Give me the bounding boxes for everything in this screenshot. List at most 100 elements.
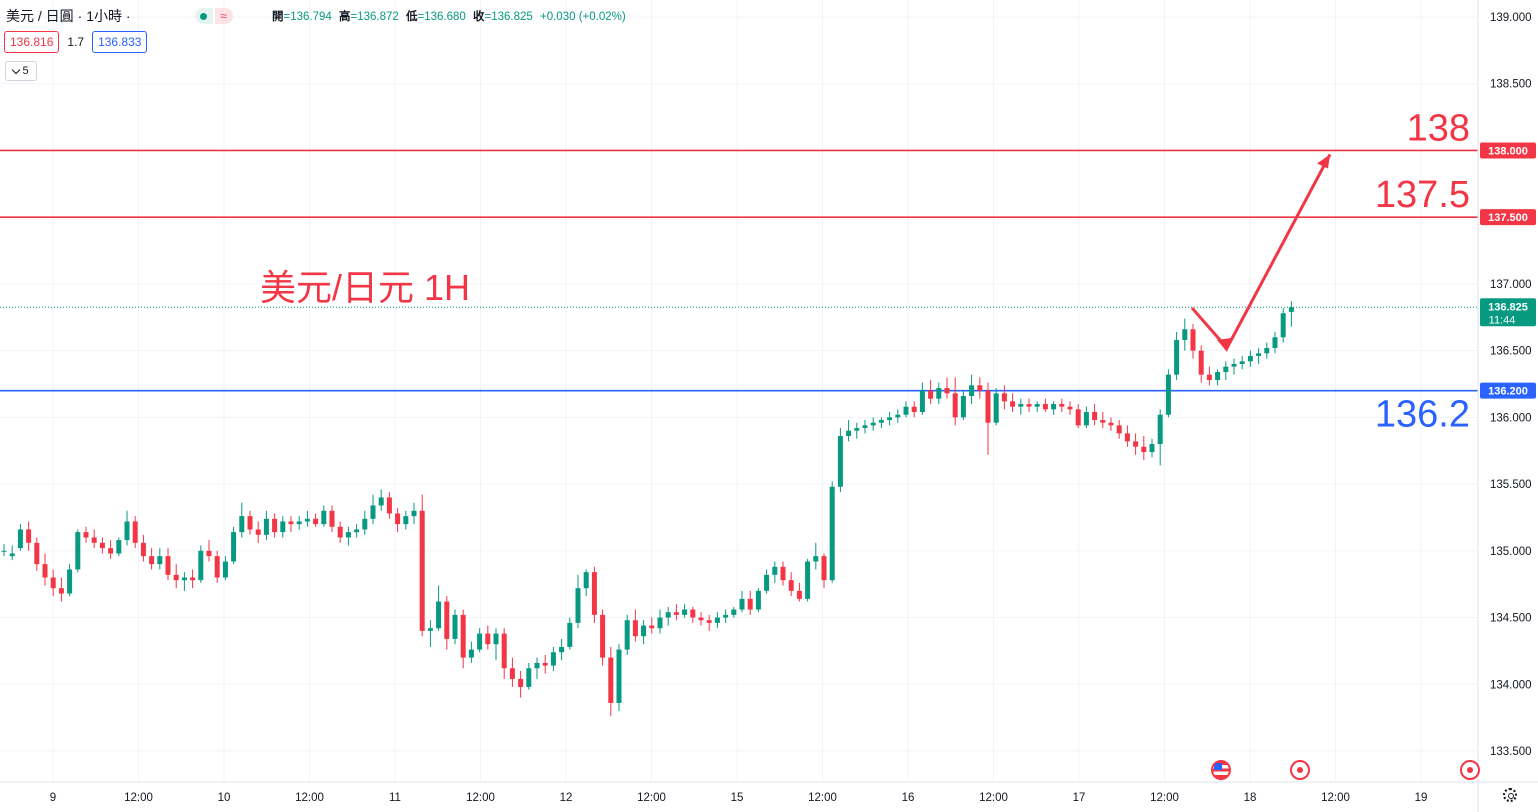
candle-body [805, 561, 811, 599]
candle-body [1026, 404, 1032, 407]
price-tick-label: 135.500 [1490, 479, 1532, 491]
candle-body [591, 572, 597, 615]
time-tick-label: 10 [218, 792, 231, 804]
candle-body [993, 393, 999, 423]
candle-body [329, 510, 335, 527]
candle-body [813, 556, 819, 562]
candle-body [936, 388, 942, 399]
candle-body [641, 625, 647, 637]
indicators-toggle-button[interactable]: 5 [5, 61, 37, 81]
candle-body [583, 572, 589, 589]
candle-body [1083, 412, 1089, 426]
candle-body [1100, 420, 1106, 423]
candle-body [878, 420, 884, 423]
arrow-head-icon [1317, 154, 1330, 169]
interval-label[interactable]: · 1小時 · [77, 8, 131, 24]
candle-body [928, 390, 934, 399]
chart-annotations[interactable]: 138 137.5 136.2 美元/日元 1H [260, 107, 1470, 435]
arrow-head-icon [1217, 337, 1231, 352]
low-value: =136.680 [417, 11, 466, 23]
candle-body [706, 620, 712, 623]
economic-event-icon[interactable] [1460, 760, 1480, 780]
candle-body [657, 617, 663, 629]
time-tick-label: 11 [389, 792, 401, 804]
candle-body [222, 561, 228, 578]
price-tick-label: 137.000 [1490, 279, 1532, 291]
candle-body [739, 598, 745, 610]
candle-body [788, 580, 794, 591]
candle-body [1042, 404, 1048, 410]
candle-body [140, 542, 146, 557]
low-label: 低 [406, 11, 418, 23]
symbol-header[interactable]: 美元 / 日圓 · 1小時 · ≈ [6, 6, 233, 26]
candle-body [1075, 409, 1081, 426]
candle-body [632, 620, 638, 637]
time-tick-label: 17 [1073, 792, 1086, 804]
economic-event-icon[interactable] [1290, 760, 1310, 780]
horizontal-levels[interactable] [0, 149, 1478, 392]
sell-price-button[interactable]: 136.816 [4, 31, 60, 53]
candle-body [296, 521, 302, 525]
candle-body [288, 521, 294, 525]
level-annotation[interactable]: 136.2 [1375, 394, 1470, 436]
market-status[interactable]: ≈ [194, 8, 233, 24]
candle-body [829, 486, 835, 581]
forecast-path[interactable] [1190, 153, 1332, 351]
candle-body [919, 390, 925, 413]
candle-body [960, 396, 966, 418]
candle-body [526, 668, 532, 687]
candle-body [952, 393, 958, 418]
candle-body [1001, 393, 1007, 402]
candle-body [263, 518, 269, 535]
candle-body [542, 662, 548, 666]
chart-title-annotation[interactable]: 美元/日元 1H [260, 267, 470, 308]
price-tick-label: 134.500 [1490, 613, 1532, 625]
gear-icon[interactable] [1503, 788, 1517, 802]
candle-body [608, 657, 614, 703]
candle-body [1149, 444, 1155, 453]
candle-body [723, 614, 729, 618]
candle-body [1116, 425, 1122, 434]
candle-body [190, 577, 196, 581]
symbol-name[interactable]: 美元 / 日圓 [6, 8, 74, 24]
candle-body [181, 577, 187, 581]
high-value: =136.872 [350, 11, 399, 23]
level-annotation[interactable]: 137.5 [1375, 174, 1470, 216]
candle-body [165, 556, 171, 575]
forecast-arrow[interactable] [1190, 153, 1332, 352]
candle-body [534, 662, 540, 669]
candle-body [280, 521, 286, 533]
time-tick-label: 12:00 [979, 792, 1008, 804]
candle-body [149, 556, 155, 565]
price-axis[interactable]: 139.000 138.500 138.000 137.500 137.000 136.5… [1477, 0, 1536, 812]
candle-body [501, 633, 507, 669]
candle-body [1018, 404, 1024, 407]
candle-body [1288, 307, 1294, 312]
candle-body [714, 617, 720, 623]
price-tick-label: 138.500 [1490, 79, 1532, 91]
candle-body [436, 601, 442, 629]
time-tick-label: 12:00 [466, 792, 495, 804]
candle-body [34, 542, 40, 565]
candle-body [780, 566, 786, 581]
buy-price-button[interactable]: 136.833 [92, 31, 148, 53]
price-tick-label: 134.000 [1490, 679, 1532, 691]
candle-body [452, 614, 458, 639]
candle-body [1280, 313, 1286, 338]
candle-body [354, 529, 360, 533]
candle-body [468, 649, 474, 658]
candle-body [944, 388, 950, 394]
candle-body [255, 529, 261, 535]
price-tick-label: 135.000 [1490, 546, 1532, 558]
candle-body [411, 510, 417, 517]
time-axis[interactable]: 9 12:00 10 12:00 11 12:00 12 12:00 15 12:00 16 12:0… [0, 781, 1538, 804]
candle-body [1010, 401, 1016, 407]
us-flag-event-icon[interactable] [1211, 760, 1231, 780]
candle-body [403, 516, 409, 525]
candle-body [887, 417, 893, 421]
candle-body [337, 526, 343, 538]
level-annotation[interactable]: 138 [1407, 107, 1470, 149]
candle-body [895, 414, 901, 418]
candle-body [755, 590, 761, 610]
